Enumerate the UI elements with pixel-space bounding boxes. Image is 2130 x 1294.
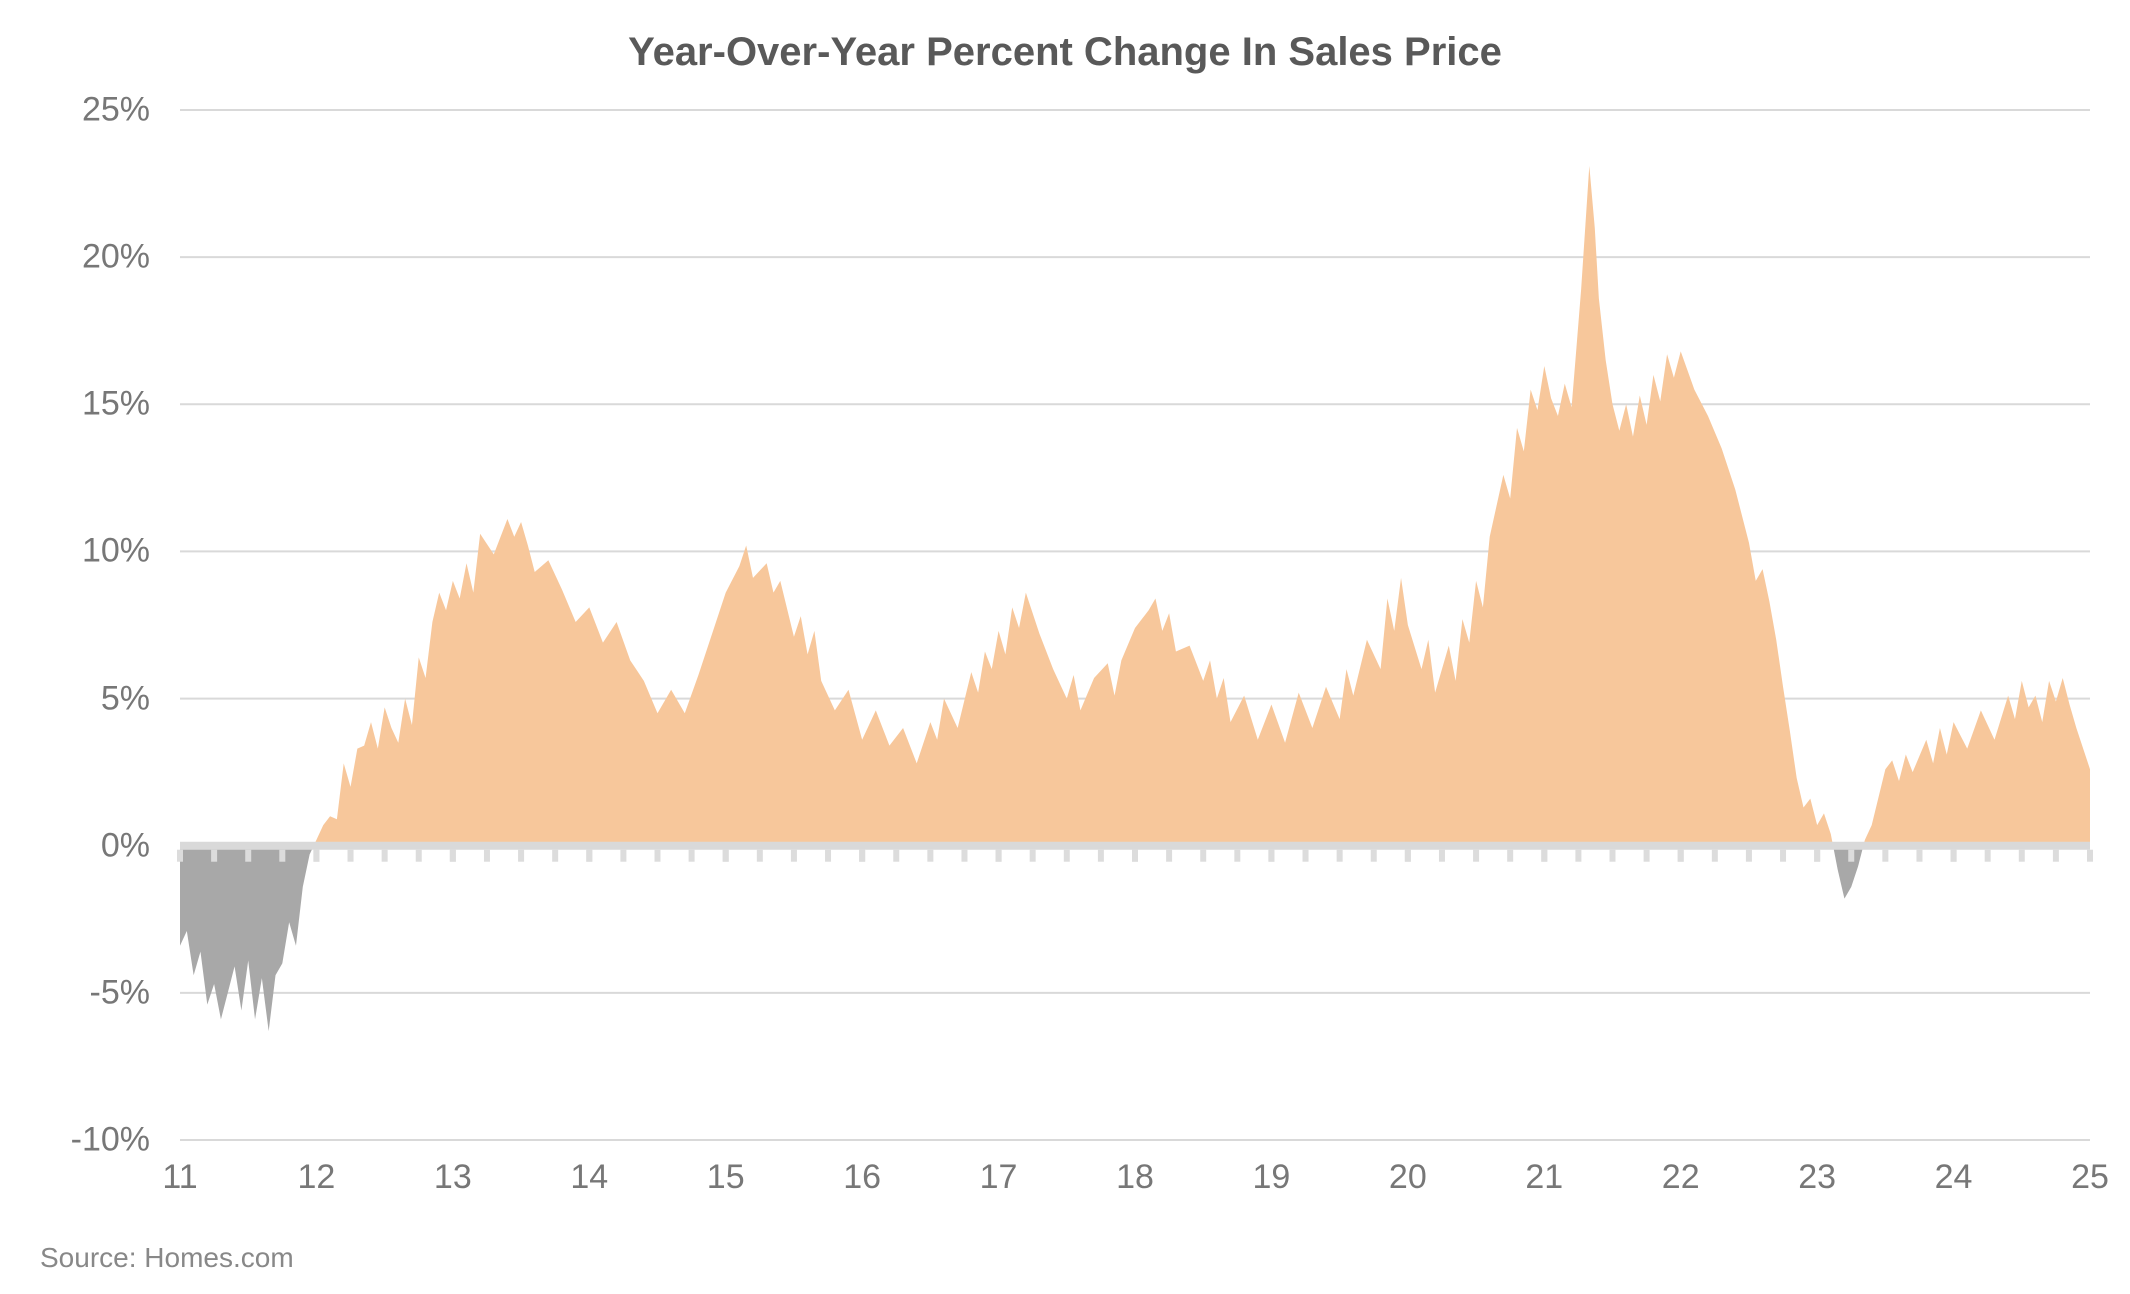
x-tick-label: 12 [298, 1158, 336, 1197]
y-tick-label: 15% [0, 385, 150, 424]
y-tick-label: 5% [0, 679, 150, 718]
x-tick-label: 18 [1116, 1158, 1154, 1197]
x-tick-label: 22 [1662, 1158, 1700, 1197]
y-tick-label: 0% [0, 826, 150, 865]
chart-container: Year-Over-Year Percent Change In Sales P… [0, 0, 2130, 1294]
x-tick-label: 25 [2071, 1158, 2109, 1197]
x-tick-label: 20 [1389, 1158, 1427, 1197]
x-tick-label: 16 [843, 1158, 881, 1197]
x-tick-label: 14 [570, 1158, 608, 1197]
x-tick-label: 21 [1525, 1158, 1563, 1197]
x-tick-label: 24 [1935, 1158, 1973, 1197]
x-tick-label: 17 [980, 1158, 1018, 1197]
x-tick-label: 15 [707, 1158, 745, 1197]
x-tick-label: 11 [162, 1158, 197, 1197]
y-tick-label: 10% [0, 532, 150, 571]
area-chart [0, 0, 2130, 1294]
x-tick-label: 13 [434, 1158, 472, 1197]
y-tick-label: 20% [0, 238, 150, 277]
y-tick-label: 25% [0, 91, 150, 130]
x-tick-label: 19 [1253, 1158, 1291, 1197]
source-label: Source: Homes.com [40, 1242, 294, 1274]
y-tick-label: -5% [0, 973, 150, 1012]
x-tick-label: 23 [1798, 1158, 1836, 1197]
y-tick-label: -10% [0, 1121, 150, 1160]
